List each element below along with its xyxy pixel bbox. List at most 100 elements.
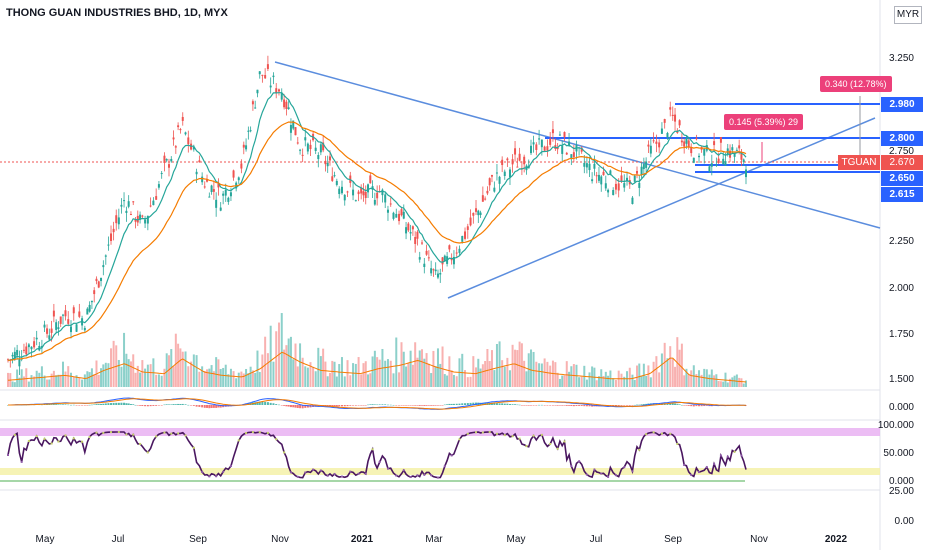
volume-bar xyxy=(38,372,41,387)
macd-histogram-bar xyxy=(695,405,698,407)
candle-body xyxy=(503,171,506,176)
volume-bar xyxy=(215,357,218,387)
volume-bar xyxy=(676,337,679,387)
currency-badge[interactable]: MYR xyxy=(894,6,922,24)
macd-histogram-bar xyxy=(57,404,60,405)
stoch-dot xyxy=(378,460,381,463)
candle-body xyxy=(328,156,331,161)
candle-body xyxy=(572,152,575,158)
volume-bar xyxy=(525,371,528,387)
macd-histogram-bar xyxy=(549,405,552,406)
volume-bar xyxy=(144,368,147,387)
macd-histogram-bar xyxy=(192,405,195,406)
volume-bar xyxy=(309,362,312,387)
stoch-dot xyxy=(600,472,603,475)
candle-body xyxy=(11,354,14,357)
volume-bar xyxy=(299,343,302,387)
volume-bar xyxy=(439,363,442,387)
volume-bar xyxy=(357,357,360,387)
candle-body xyxy=(568,141,571,146)
candle-body xyxy=(620,175,623,181)
volume-bar xyxy=(484,361,487,387)
stoch-dot xyxy=(532,434,535,437)
candle-body xyxy=(486,190,489,194)
macd-histogram-bar xyxy=(100,403,103,405)
macd-histogram-bar xyxy=(343,405,346,407)
candle-body xyxy=(535,144,538,150)
candle-body xyxy=(120,204,123,207)
volume-bar xyxy=(181,351,184,387)
volume-bar xyxy=(312,366,315,387)
macd-histogram-bar xyxy=(501,403,504,405)
candle-body xyxy=(722,158,725,165)
macd-histogram-bar xyxy=(455,403,458,405)
last-price-value-tag: 2.670 xyxy=(881,155,923,170)
volume-bar xyxy=(349,375,352,387)
macd-histogram-bar xyxy=(490,402,493,405)
time-axis-tick: Sep xyxy=(664,534,682,545)
volume-bar xyxy=(719,381,722,387)
macd-histogram-bar xyxy=(340,405,343,407)
candle-body xyxy=(172,137,175,140)
macd-histogram-bar xyxy=(256,401,259,405)
candle-body xyxy=(475,208,478,212)
candle-body xyxy=(18,359,21,367)
candle-body xyxy=(224,189,227,196)
volume-bar xyxy=(167,355,170,387)
volume-bar xyxy=(595,380,598,387)
macd-histogram-bar xyxy=(676,404,679,405)
stoch-dot xyxy=(669,432,672,435)
descending-trendline[interactable] xyxy=(274,61,881,229)
candle-body xyxy=(640,166,643,175)
macd-histogram-bar xyxy=(565,405,568,406)
stoch-dot xyxy=(525,445,528,448)
volume-bar xyxy=(427,363,430,387)
candle-body xyxy=(373,199,376,205)
volume-bar xyxy=(392,373,395,387)
macd-histogram-bar xyxy=(90,404,93,406)
candle-body xyxy=(309,144,312,150)
macd-histogram-bar xyxy=(436,405,439,406)
volume-bar xyxy=(222,367,225,387)
volume-bar xyxy=(666,358,669,387)
volume-bar xyxy=(501,360,504,387)
macd-histogram-bar xyxy=(588,405,591,407)
macd-histogram-bar xyxy=(421,405,424,406)
macd-histogram-bar xyxy=(378,404,381,405)
volume-bar xyxy=(411,364,414,387)
stoch-dot xyxy=(184,434,187,437)
volume-bar xyxy=(117,359,120,387)
candle-body xyxy=(530,145,533,154)
volume-bar xyxy=(165,353,168,387)
stoch-dot xyxy=(402,469,405,472)
stoch-dot xyxy=(289,471,292,474)
volume-bar xyxy=(425,353,428,387)
candle-body xyxy=(690,147,693,154)
volume-bar xyxy=(141,360,144,387)
macd-histogram-bar xyxy=(402,405,405,406)
macd-histogram-bar xyxy=(516,404,519,406)
candle-body xyxy=(141,215,144,217)
macd-histogram-bar xyxy=(157,405,160,406)
macd-histogram-bar xyxy=(508,404,511,405)
stoch-dot xyxy=(638,448,641,451)
ascending-trendline[interactable] xyxy=(447,117,876,299)
candle-body xyxy=(179,129,182,131)
stoch-dot xyxy=(660,432,663,435)
macd-histogram-bar xyxy=(430,405,433,406)
macd-histogram-bar xyxy=(527,405,530,406)
candle-body xyxy=(61,314,64,316)
candle-body xyxy=(742,159,745,162)
volume-bar xyxy=(549,365,552,387)
stoch-dot xyxy=(319,469,322,472)
macd-histogram-bar xyxy=(518,404,521,406)
candle-body xyxy=(64,310,67,317)
volume-bar xyxy=(155,374,158,387)
candle-body xyxy=(314,147,317,151)
stoch-dot xyxy=(88,436,91,439)
volume-bar xyxy=(136,365,139,387)
volume-bar xyxy=(67,366,70,387)
volume-bar xyxy=(738,377,741,387)
